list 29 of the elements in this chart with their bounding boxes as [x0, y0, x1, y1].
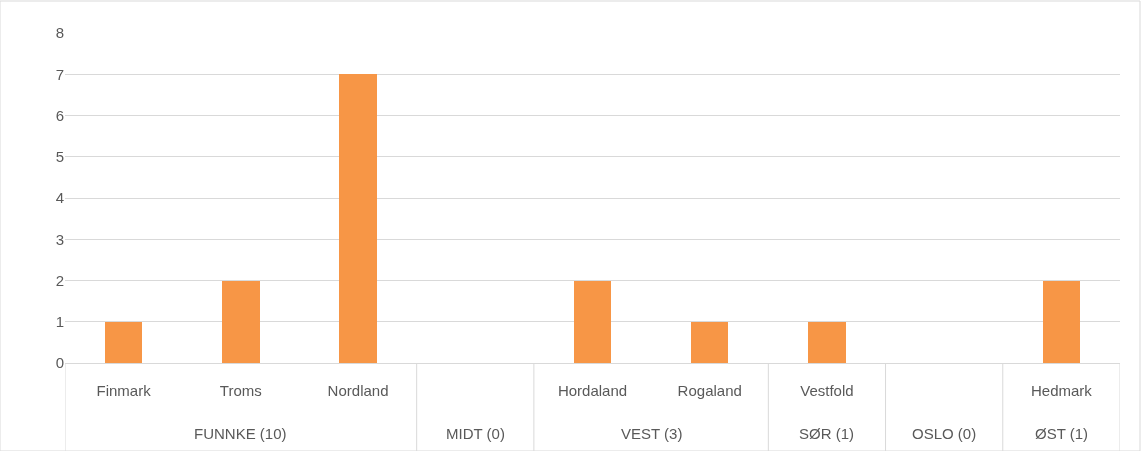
x-tick-label: Vestfold — [800, 382, 854, 399]
y-tick-label: 0 — [55, 354, 64, 372]
text: ØST (1) — [1035, 425, 1089, 442]
bar — [339, 74, 377, 363]
y-tick-label: 7 — [55, 65, 64, 83]
y-tick-label: 8 — [55, 24, 64, 42]
x-tick-label: Hedmark — [1030, 382, 1093, 399]
bar — [1043, 281, 1080, 363]
x-tick-label: Nordland — [327, 382, 389, 399]
text: VEST (3) — [621, 425, 683, 442]
y-tick-label: 6 — [55, 106, 64, 124]
y-tick-label: 5 — [55, 148, 64, 165]
bar — [808, 322, 846, 363]
bar — [105, 322, 142, 363]
text: OSLO (0) — [912, 425, 977, 442]
text: FUNNKE (10) — [194, 425, 287, 442]
y-tick-label: 3 — [55, 230, 64, 248]
y-tick-label: 2 — [55, 271, 64, 289]
x-tick-label: Finmark — [96, 382, 152, 399]
text: MIDT (0) — [446, 425, 505, 442]
y-tick-label: 1 — [55, 313, 64, 330]
y-tick-label: 4 — [55, 189, 64, 207]
x-tick-label: Rogaland — [677, 382, 742, 399]
bar — [691, 322, 728, 363]
x-tick-label: Hordaland — [557, 382, 628, 399]
text: SØR (1) — [799, 425, 855, 442]
bar — [574, 281, 611, 363]
bar — [222, 281, 260, 363]
x-tick-label: Troms — [219, 382, 262, 399]
